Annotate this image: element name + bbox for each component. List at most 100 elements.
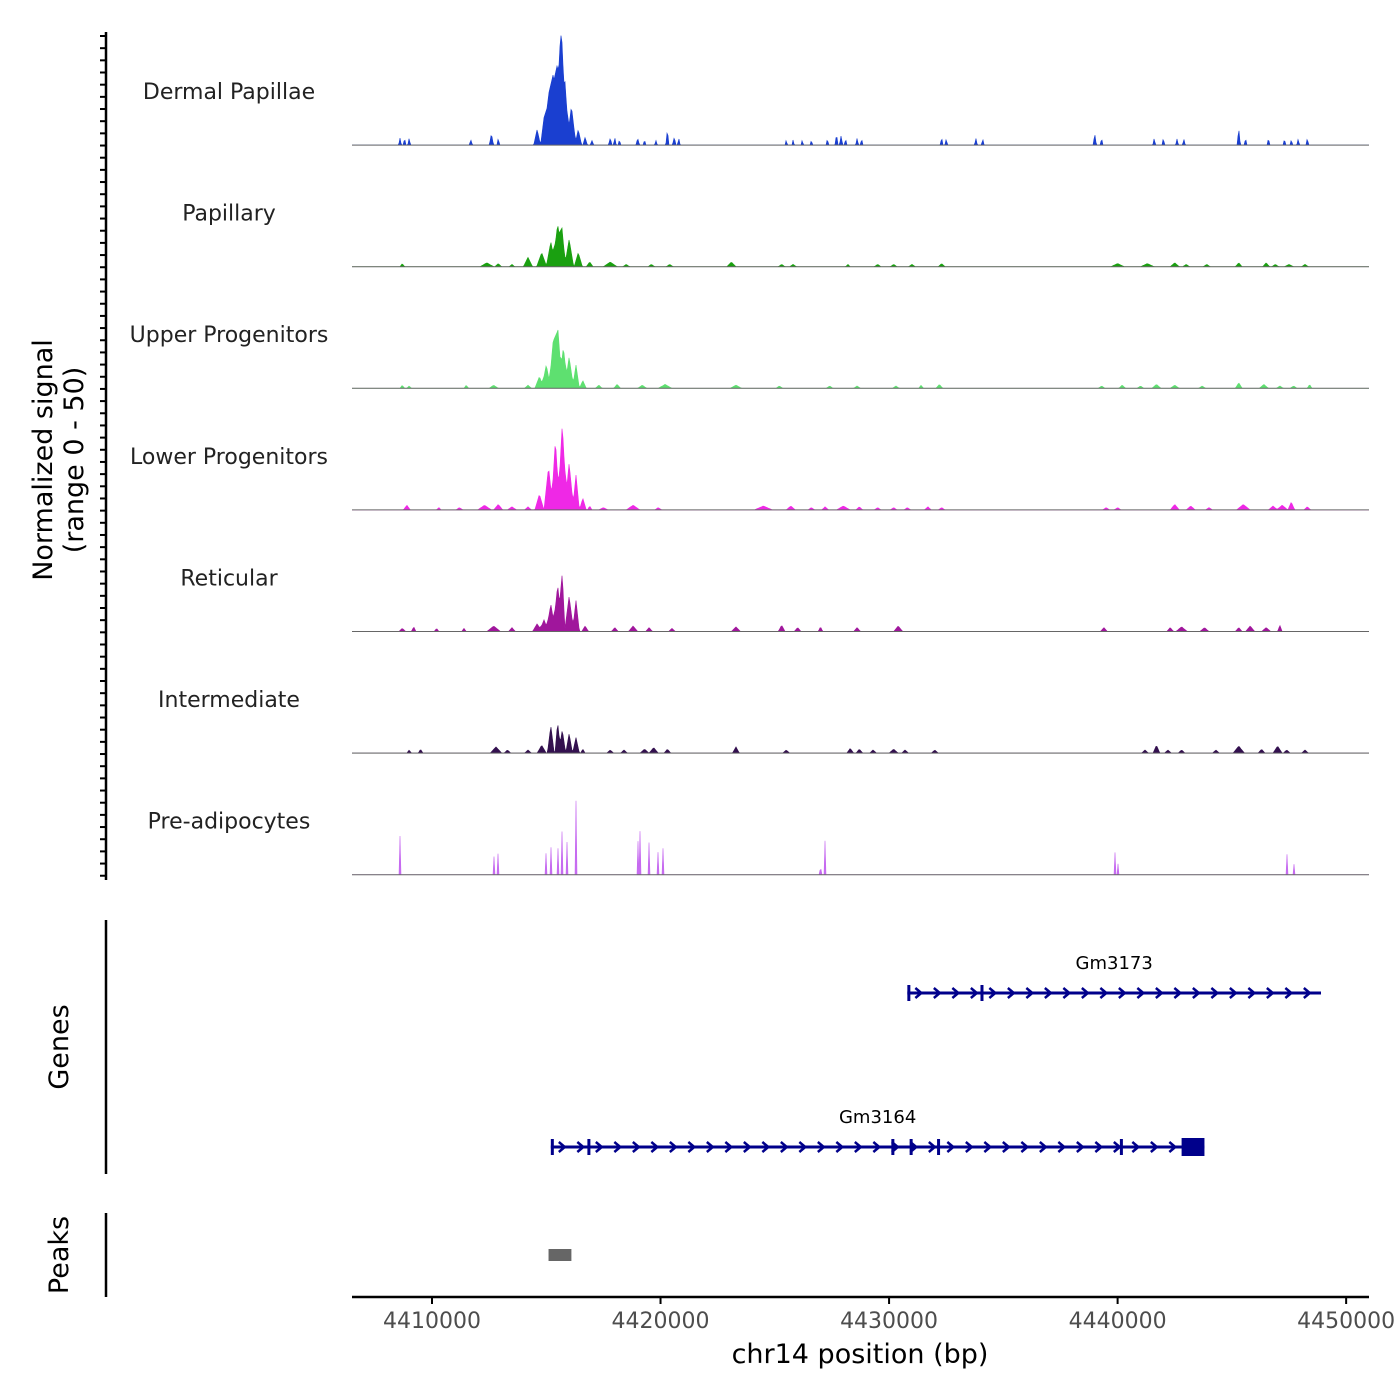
signal-area xyxy=(352,35,1369,146)
strand-arrow xyxy=(965,1141,974,1153)
strand-arrow xyxy=(1131,1141,1141,1153)
x-tick-label: 4420000 xyxy=(612,1309,710,1334)
strand-arrow xyxy=(946,1141,956,1153)
strand-arrow xyxy=(1057,1141,1067,1153)
strand-arrow xyxy=(872,1141,882,1153)
track-papillary: Papillary xyxy=(182,202,1369,268)
signal-area xyxy=(352,800,1369,875)
strand-arrow xyxy=(632,1141,641,1153)
strand-arrow xyxy=(983,1141,993,1153)
gene-gm3164: Gm3164 xyxy=(550,1107,1205,1156)
gene-label: Gm3164 xyxy=(839,1107,916,1128)
strand-arrow xyxy=(558,1141,567,1153)
strand-arrow xyxy=(835,1141,845,1153)
x-tick-label: 4440000 xyxy=(1069,1309,1167,1334)
track-label: Intermediate xyxy=(158,688,300,713)
strand-arrow xyxy=(1303,987,1312,999)
track-label: Pre-adipocytes xyxy=(148,810,311,835)
strand-arrow xyxy=(1168,1141,1178,1153)
strand-arrow xyxy=(576,1141,586,1153)
track-upper-progenitors: Upper Progenitors xyxy=(130,323,1369,389)
strand-arrow xyxy=(743,1141,752,1153)
track-dermal-papillae: Dermal Papillae xyxy=(143,35,1369,146)
track-lower-progenitors: Lower Progenitors xyxy=(130,428,1369,511)
exon xyxy=(1119,1139,1123,1155)
exon xyxy=(1181,1138,1205,1156)
strand-arrow xyxy=(1076,1141,1085,1153)
strand-arrow xyxy=(1247,987,1257,999)
signal-area xyxy=(352,428,1369,511)
strand-arrow xyxy=(1020,1141,1030,1153)
strand-arrow xyxy=(951,987,961,999)
exon xyxy=(937,1139,941,1155)
gene-annotations: Gm3173 Gm3164 xyxy=(550,953,1322,1156)
exon xyxy=(587,1139,591,1155)
strand-arrow xyxy=(1136,987,1146,999)
x-axis-ticks: 4410000 4420000 4430000 4440000 4450000 xyxy=(383,1297,1395,1334)
strand-arrow xyxy=(1284,987,1294,999)
strand-arrow xyxy=(928,1141,937,1153)
strand-arrow xyxy=(1155,987,1164,999)
x-axis-label: chr14 position (bp) xyxy=(732,1339,989,1370)
track-reticular: Reticular xyxy=(180,566,1369,632)
signal-area xyxy=(352,575,1369,632)
track-intermediate: Intermediate xyxy=(158,688,1369,754)
strand-arrow xyxy=(1044,987,1053,999)
genes-panel-label: Genes xyxy=(44,1004,75,1089)
strand-arrow xyxy=(1007,987,1016,999)
strand-arrow xyxy=(780,1141,789,1153)
track-pre-adipocytes: Pre-adipocytes xyxy=(148,800,1369,876)
strand-arrow xyxy=(933,987,942,999)
strand-arrow xyxy=(798,1141,808,1153)
peak-region xyxy=(548,1249,572,1261)
strand-arrow xyxy=(854,1141,863,1153)
strand-arrow xyxy=(1039,1141,1048,1153)
strand-arrow xyxy=(761,1141,771,1153)
exon xyxy=(980,985,984,1001)
track-label: Papillary xyxy=(182,202,276,227)
strand-arrow xyxy=(1150,1141,1159,1153)
strand-arrow xyxy=(1081,987,1090,999)
y-axis-label-line2: (range 0 - 50) xyxy=(59,367,90,554)
strand-arrow xyxy=(1173,987,1183,999)
x-tick-label: 4430000 xyxy=(840,1309,938,1334)
peak-regions xyxy=(548,1249,572,1261)
strand-arrow xyxy=(1192,987,1201,999)
strand-arrow xyxy=(650,1141,660,1153)
exon xyxy=(907,985,911,1001)
strand-arrow xyxy=(595,1141,604,1153)
strand-arrow xyxy=(1118,987,1127,999)
strand-arrow xyxy=(1062,987,1072,999)
strand-arrow xyxy=(724,1141,734,1153)
gene-gm3173: Gm3173 xyxy=(907,953,1322,1001)
track-label: Lower Progenitors xyxy=(130,445,328,470)
strand-arrow xyxy=(1229,987,1238,999)
strand-arrow xyxy=(1099,987,1109,999)
strand-arrow xyxy=(970,987,979,999)
y-axis-label-line1: Normalized signal xyxy=(28,339,59,581)
strand-arrow xyxy=(613,1141,623,1153)
track-label: Dermal Papillae xyxy=(143,80,315,105)
strand-arrow xyxy=(1002,1141,1011,1153)
exon xyxy=(891,1139,895,1155)
signal-area xyxy=(352,226,1369,268)
strand-arrow xyxy=(914,987,924,999)
coverage-y-axis-ticks xyxy=(100,35,106,877)
gene-label: Gm3173 xyxy=(1076,953,1153,974)
strand-arrow xyxy=(687,1141,697,1153)
signal-area xyxy=(352,725,1369,754)
peaks-panel-label: Peaks xyxy=(44,1216,75,1294)
strand-arrow xyxy=(1094,1141,1104,1153)
strand-arrow xyxy=(988,987,998,999)
strand-arrow xyxy=(817,1141,826,1153)
strand-arrow xyxy=(1210,987,1220,999)
exon xyxy=(550,1139,554,1155)
strand-arrow xyxy=(1025,987,1035,999)
coverage-tracks: Dermal Papillae Papillary Upper Progenitor… xyxy=(130,35,1369,876)
strand-arrow xyxy=(1266,987,1275,999)
track-label: Reticular xyxy=(180,566,278,591)
exon xyxy=(909,1139,913,1155)
strand-arrow xyxy=(669,1141,678,1153)
x-tick-label: 4450000 xyxy=(1297,1309,1395,1334)
